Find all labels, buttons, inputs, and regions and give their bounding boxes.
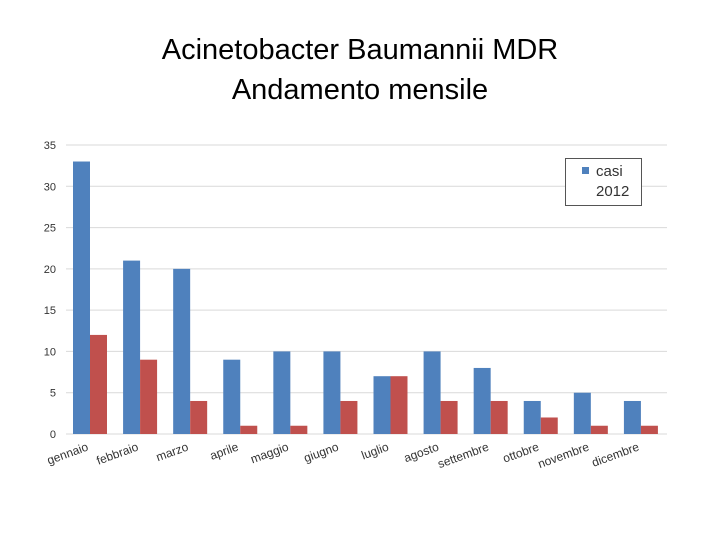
chart-title-line-1: Acinetobacter Baumannii MDR [161, 34, 559, 66]
bar [540, 417, 558, 434]
y-tick-label: 5 [50, 388, 56, 400]
x-tick-label: agosto [402, 440, 441, 466]
bar [373, 376, 391, 434]
bar [190, 400, 208, 434]
bar [73, 161, 90, 434]
x-tick-label: settembre [436, 440, 491, 472]
bar [440, 400, 458, 434]
x-tick-label: dicembre [590, 440, 641, 470]
bar [123, 260, 141, 434]
y-tick-label: 35 [44, 140, 56, 152]
bar [90, 334, 107, 434]
bar [290, 425, 308, 434]
bar [223, 359, 241, 434]
x-tick-label: gennaio [45, 440, 90, 468]
y-tick-label: 20 [44, 264, 56, 276]
bar [623, 400, 641, 434]
y-tick-label: 25 [44, 223, 56, 235]
y-tick-label: 15 [44, 305, 56, 317]
bar [473, 367, 491, 434]
legend: casi 2012 [565, 158, 642, 206]
bar [573, 392, 591, 434]
x-tick-label: febbraio [95, 440, 141, 468]
y-tick-label: 10 [44, 346, 56, 358]
legend-swatch [582, 167, 589, 174]
bar [173, 268, 191, 434]
y-tick-label: 30 [44, 181, 56, 193]
bar [390, 376, 408, 434]
bar [490, 400, 508, 434]
bar [140, 359, 158, 434]
x-tick-label: giugno [302, 440, 341, 466]
legend-label: casi 2012 [596, 163, 630, 200]
chart-title-line-2: Andamento mensile [231, 74, 489, 106]
bar [323, 351, 341, 434]
x-tick-label: ottobre [501, 440, 541, 466]
y-tick-label: 0 [50, 429, 56, 441]
bar [423, 351, 441, 434]
bar [523, 400, 541, 434]
bar [590, 425, 608, 434]
x-tick-label: marzo [154, 440, 190, 465]
bar [640, 425, 658, 434]
x-tick-label: novembre [536, 440, 591, 472]
x-tick-label: luglio [359, 440, 390, 463]
x-tick-label: maggio [249, 440, 291, 467]
x-tick-label: aprile [208, 440, 241, 463]
bar [240, 425, 258, 434]
chart-title: Acinetobacter Baumannii MDR Andamento me… [0, 30, 720, 110]
bar [273, 351, 291, 434]
bar [340, 400, 358, 434]
